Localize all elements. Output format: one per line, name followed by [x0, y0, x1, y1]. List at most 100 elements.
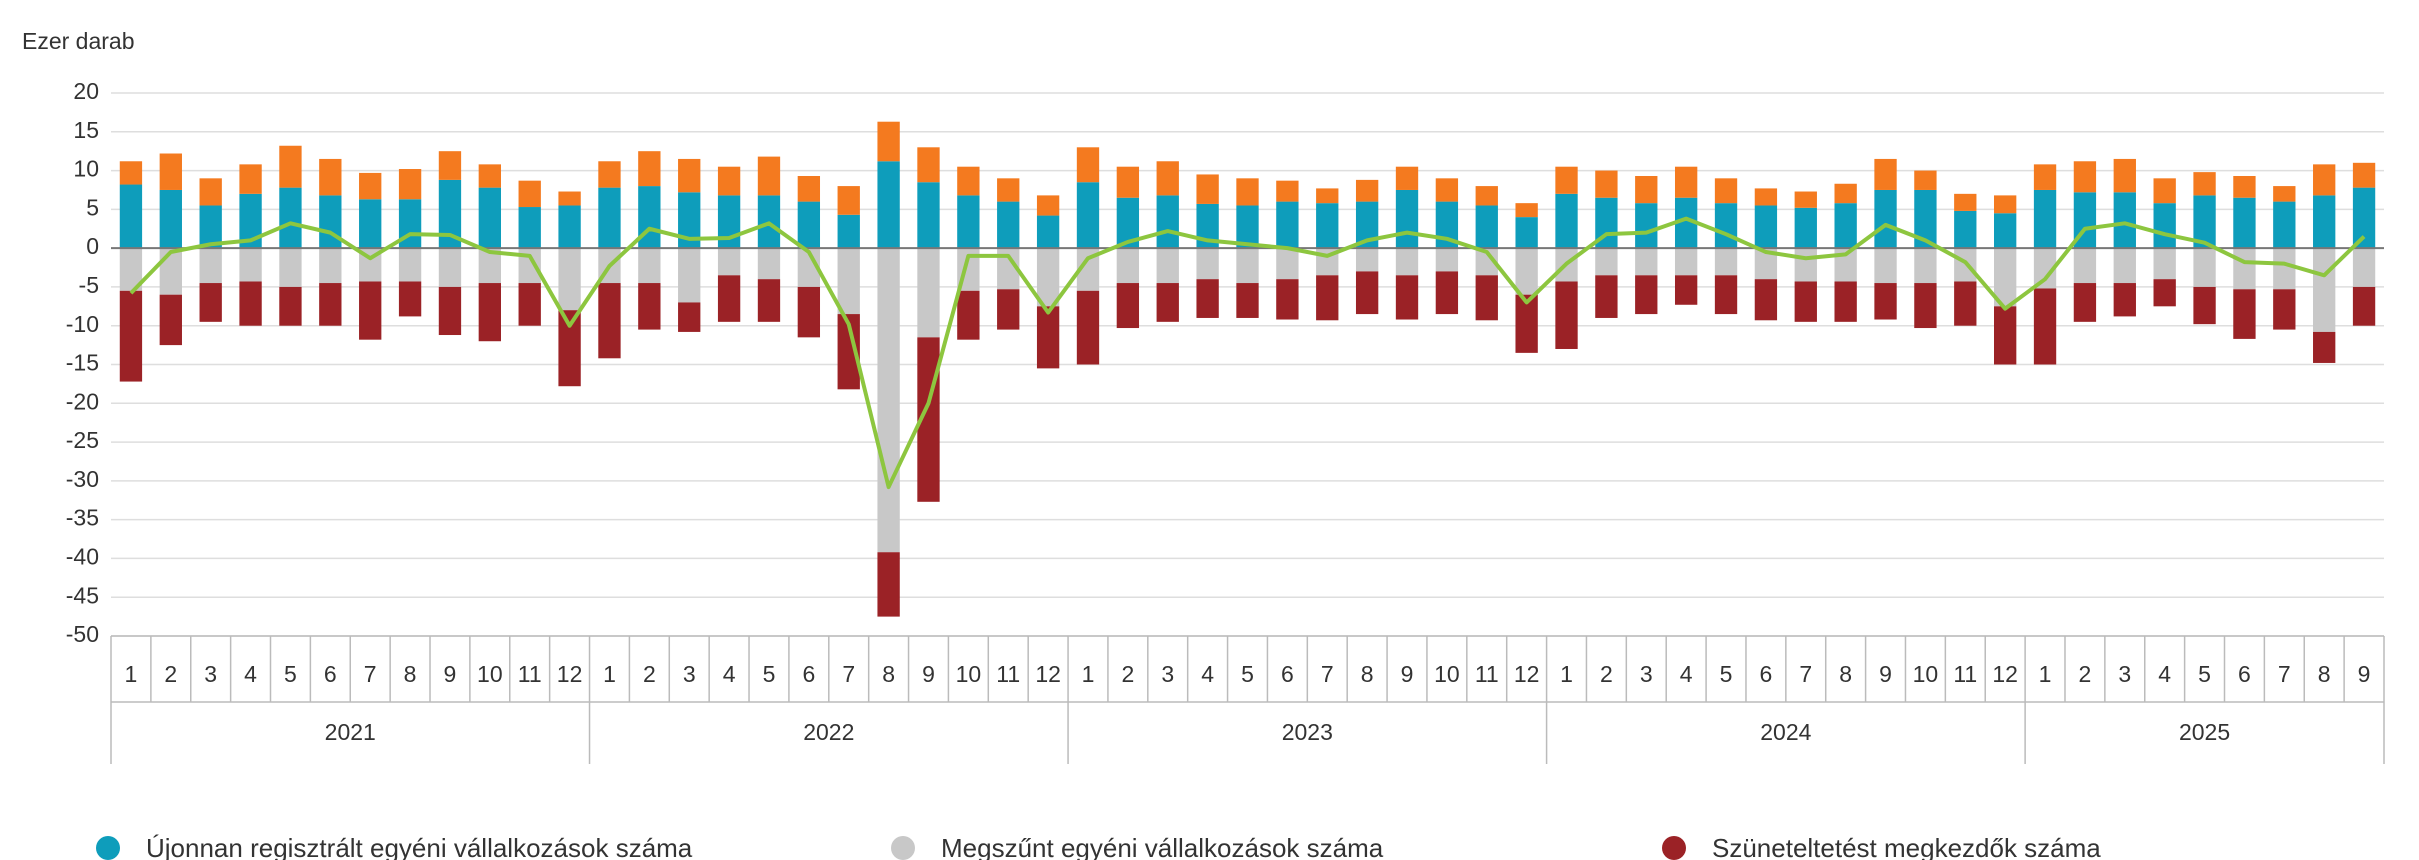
- x-tick-label: 6: [2238, 661, 2251, 687]
- x-tick-label: 10: [1913, 661, 1939, 687]
- bar: [1754, 188, 1778, 206]
- bar: [1635, 248, 1658, 276]
- x-tick-label: 10: [1434, 661, 1460, 687]
- y-tick-label: 5: [86, 194, 99, 220]
- x-tick-label: 9: [922, 661, 935, 687]
- bar: [1355, 248, 1379, 272]
- bar: [1036, 306, 1060, 369]
- bar: [239, 248, 262, 282]
- bar: [2273, 201, 2296, 249]
- x-tick-label: 4: [1201, 661, 1214, 687]
- bar: [837, 186, 860, 215]
- x-tick-label: 8: [1361, 661, 1374, 687]
- x-tick-label: 2: [2079, 661, 2092, 687]
- y-tick-label: -10: [66, 311, 99, 337]
- bar: [1395, 189, 1419, 249]
- bar: [1595, 170, 1618, 198]
- bar: [797, 248, 821, 287]
- bar: [638, 248, 661, 284]
- bar: [678, 158, 701, 193]
- y-tick-label: -20: [66, 388, 99, 414]
- bar: [279, 145, 302, 188]
- bar: [2313, 164, 2336, 196]
- bar: [1954, 193, 1977, 211]
- bar: [1116, 283, 1140, 329]
- bar: [159, 153, 182, 190]
- bar: [359, 281, 382, 340]
- bar: [1156, 161, 1179, 196]
- x-tick-label: 5: [763, 661, 776, 687]
- bar: [2153, 248, 2176, 280]
- bar: [1874, 283, 1897, 320]
- bar: [598, 161, 621, 188]
- bar: [1994, 306, 2017, 365]
- x-tick-label: 12: [1992, 661, 2018, 687]
- bar: [1834, 183, 1857, 204]
- bar: [438, 179, 462, 249]
- bar: [1276, 180, 1299, 202]
- bar: [2313, 331, 2336, 363]
- bar: [2153, 178, 2176, 204]
- x-tick-label: 9: [2358, 661, 2371, 687]
- bar: [319, 248, 342, 284]
- bar: [1435, 271, 1459, 315]
- bar: [837, 314, 860, 390]
- bar: [1954, 210, 1977, 249]
- bar: [757, 279, 781, 322]
- x-tick-label: 5: [284, 661, 297, 687]
- bar: [438, 286, 462, 336]
- bar: [2233, 248, 2256, 290]
- bar: [2073, 161, 2097, 193]
- bar: [957, 166, 980, 196]
- bar: [757, 248, 781, 280]
- x-tick-label: 11: [1475, 661, 1499, 687]
- bar: [1316, 203, 1339, 249]
- x-tick-label: 1: [603, 661, 616, 687]
- bar: [877, 248, 900, 553]
- x-tick-label: 6: [324, 661, 337, 687]
- x-tick-label: 2: [643, 661, 656, 687]
- y-tick-label: -5: [79, 272, 99, 298]
- bar: [199, 178, 222, 206]
- bar: [1435, 178, 1459, 202]
- x-tick-label: 2: [1121, 661, 1134, 687]
- bar: [678, 192, 701, 249]
- bar: [159, 189, 182, 249]
- x-tick-label: 5: [1720, 661, 1733, 687]
- bar: [398, 169, 422, 200]
- bar: [1754, 205, 1778, 249]
- x-tick-label: 12: [1514, 661, 1540, 687]
- legend-label: Megszűnt egyéni vállalkozások száma: [941, 833, 1384, 860]
- x-tick-label: 3: [204, 661, 217, 687]
- bar: [319, 158, 342, 196]
- bar: [438, 248, 462, 287]
- bar: [917, 147, 940, 183]
- x-tick-label: 8: [882, 661, 895, 687]
- bar: [319, 283, 342, 326]
- line: [129, 216, 2366, 490]
- bar: [199, 248, 222, 284]
- legend-swatch: [891, 836, 915, 860]
- bar: [1475, 275, 1498, 321]
- bar: [2352, 248, 2376, 287]
- bar: [1794, 281, 1817, 322]
- bar: [717, 275, 741, 322]
- bar: [1635, 275, 1658, 315]
- x-group-label: 2023: [1282, 719, 1333, 745]
- bar: [1156, 248, 1179, 284]
- bar: [797, 201, 821, 249]
- bar: [1515, 248, 1538, 295]
- bar: [558, 205, 581, 249]
- bar: [1236, 248, 1259, 284]
- bar: [1794, 248, 1817, 282]
- y-tick-label: 20: [73, 78, 99, 104]
- x-tick-label: 11: [996, 661, 1020, 687]
- bar: [1475, 186, 1498, 206]
- bar: [1754, 279, 1778, 321]
- bar: [1355, 271, 1379, 315]
- bar: [518, 283, 541, 326]
- x-tick-label: 9: [1879, 661, 1892, 687]
- bar: [1475, 248, 1498, 276]
- bar: [1874, 158, 1897, 190]
